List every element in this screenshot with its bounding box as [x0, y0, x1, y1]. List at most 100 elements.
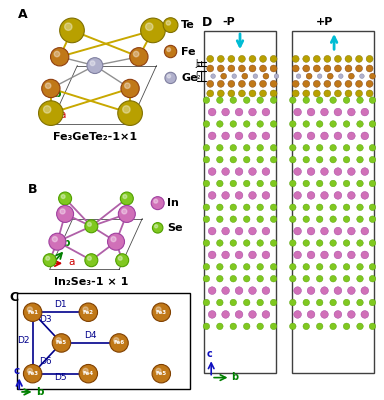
Circle shape: [207, 65, 214, 72]
Circle shape: [330, 299, 336, 306]
Circle shape: [118, 206, 135, 222]
Circle shape: [357, 97, 363, 104]
Circle shape: [313, 80, 320, 87]
Circle shape: [116, 254, 129, 267]
Circle shape: [270, 264, 277, 270]
Circle shape: [270, 65, 277, 72]
Circle shape: [303, 240, 310, 246]
Circle shape: [270, 216, 277, 222]
Circle shape: [330, 323, 336, 330]
Text: Fe5: Fe5: [156, 371, 167, 376]
Circle shape: [369, 97, 376, 104]
Circle shape: [321, 251, 328, 259]
Text: b: b: [53, 89, 60, 99]
Circle shape: [262, 192, 270, 199]
Circle shape: [348, 73, 354, 79]
Circle shape: [243, 156, 250, 163]
Circle shape: [243, 276, 250, 282]
Circle shape: [42, 79, 60, 98]
Circle shape: [203, 144, 210, 151]
Circle shape: [270, 97, 277, 104]
Circle shape: [257, 264, 263, 270]
Text: Ge: Ge: [181, 73, 198, 83]
Circle shape: [303, 80, 310, 87]
Circle shape: [235, 251, 243, 259]
Circle shape: [260, 65, 266, 72]
Circle shape: [303, 90, 310, 97]
Circle shape: [257, 299, 263, 306]
Text: +P: +P: [316, 17, 333, 27]
Circle shape: [87, 58, 103, 74]
Circle shape: [270, 121, 277, 127]
Circle shape: [243, 97, 250, 104]
Circle shape: [207, 90, 214, 97]
Circle shape: [217, 144, 223, 151]
Circle shape: [222, 310, 229, 318]
Circle shape: [292, 80, 299, 87]
Circle shape: [208, 310, 216, 318]
Circle shape: [270, 240, 277, 246]
Circle shape: [330, 121, 336, 127]
Circle shape: [366, 56, 373, 62]
Circle shape: [221, 73, 227, 79]
Circle shape: [294, 287, 301, 294]
Text: Fe6: Fe6: [114, 340, 124, 346]
Circle shape: [303, 180, 310, 187]
Circle shape: [343, 299, 350, 306]
Circle shape: [243, 264, 250, 270]
Circle shape: [51, 48, 69, 66]
Circle shape: [257, 216, 263, 222]
Circle shape: [270, 56, 277, 62]
Circle shape: [230, 323, 237, 330]
Circle shape: [330, 180, 336, 187]
Circle shape: [343, 216, 350, 222]
Circle shape: [203, 240, 210, 246]
Circle shape: [257, 204, 263, 210]
Circle shape: [292, 56, 299, 62]
Circle shape: [208, 168, 216, 176]
Circle shape: [203, 121, 210, 127]
Circle shape: [208, 132, 216, 140]
Circle shape: [270, 156, 277, 163]
Circle shape: [257, 276, 263, 282]
Circle shape: [217, 180, 223, 187]
Circle shape: [290, 240, 296, 246]
Circle shape: [369, 121, 376, 127]
Circle shape: [321, 310, 328, 318]
Circle shape: [357, 299, 363, 306]
Circle shape: [361, 287, 369, 294]
Circle shape: [357, 156, 363, 163]
Circle shape: [253, 74, 258, 78]
Circle shape: [330, 144, 336, 151]
Circle shape: [38, 101, 63, 126]
Circle shape: [359, 74, 364, 78]
Circle shape: [208, 227, 216, 235]
Circle shape: [217, 216, 223, 222]
Circle shape: [243, 121, 250, 127]
Circle shape: [203, 216, 210, 222]
Text: Te: Te: [181, 20, 195, 30]
Circle shape: [290, 144, 296, 151]
Circle shape: [65, 23, 72, 30]
Circle shape: [122, 209, 127, 214]
Circle shape: [316, 156, 323, 163]
Circle shape: [56, 338, 61, 343]
Circle shape: [348, 287, 355, 294]
Circle shape: [249, 132, 257, 140]
Circle shape: [357, 180, 363, 187]
Circle shape: [88, 222, 91, 226]
Circle shape: [330, 276, 336, 282]
Circle shape: [369, 73, 376, 79]
Circle shape: [121, 79, 139, 98]
Circle shape: [294, 168, 301, 176]
Circle shape: [303, 216, 310, 222]
Text: J₂: J₂: [195, 72, 200, 81]
Circle shape: [357, 264, 363, 270]
Circle shape: [290, 97, 296, 104]
Circle shape: [151, 197, 164, 210]
Circle shape: [217, 240, 223, 246]
Circle shape: [270, 323, 277, 330]
Circle shape: [114, 338, 119, 343]
Circle shape: [307, 168, 315, 176]
Circle shape: [166, 21, 170, 25]
